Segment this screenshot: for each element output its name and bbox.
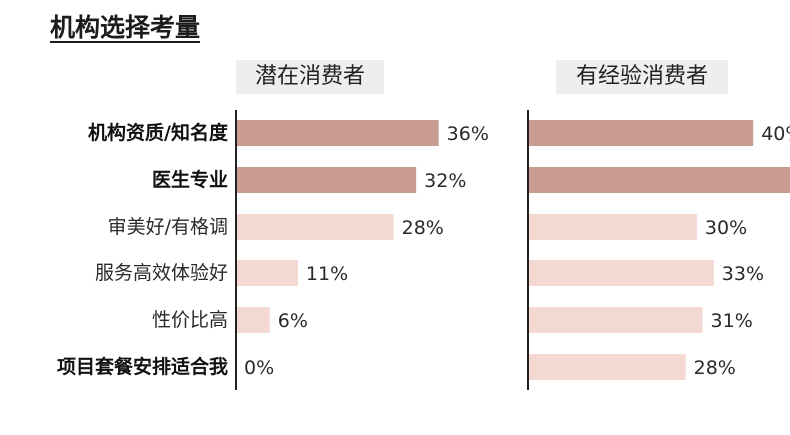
value-label: 33%: [722, 263, 764, 285]
bar: [236, 120, 439, 146]
value-label: 31%: [711, 310, 753, 332]
value-label: 11%: [306, 263, 348, 285]
category-label: 机构资质/知名度: [88, 122, 228, 144]
value-label: 36%: [447, 123, 489, 145]
series-header-experienced-consumers: 有经验消费者: [556, 60, 728, 94]
value-label: 28%: [402, 217, 444, 239]
value-label: 6%: [278, 310, 308, 332]
bar: [528, 260, 714, 286]
bar: [236, 260, 298, 286]
series-header-potential-consumers: 潜在消费者: [236, 60, 384, 94]
value-label: 0%: [244, 357, 274, 379]
bar: [528, 214, 697, 240]
bar: [236, 307, 270, 333]
category-label: 医生专业: [151, 169, 228, 191]
value-label: 40%: [761, 123, 790, 145]
value-label: 28%: [694, 357, 736, 379]
page-title: 机构选择考量: [50, 13, 201, 42]
bar: [528, 120, 754, 146]
category-labels: 机构资质/知名度医生专业审美好/有格调服务高效体验好性价比高项目套餐安排适合我: [0, 0, 228, 435]
bar: [528, 307, 703, 333]
category-label: 性价比高: [151, 309, 228, 331]
bar: [236, 167, 417, 193]
bar: [236, 214, 394, 240]
value-label: 30%: [705, 217, 747, 239]
bar: [528, 354, 686, 380]
category-label: 审美好/有格调: [107, 216, 228, 238]
value-label: 32%: [424, 170, 466, 192]
category-label: 服务高效体验好: [94, 262, 228, 284]
bar: [528, 167, 790, 193]
category-label: 项目套餐安排适合我: [56, 356, 228, 378]
